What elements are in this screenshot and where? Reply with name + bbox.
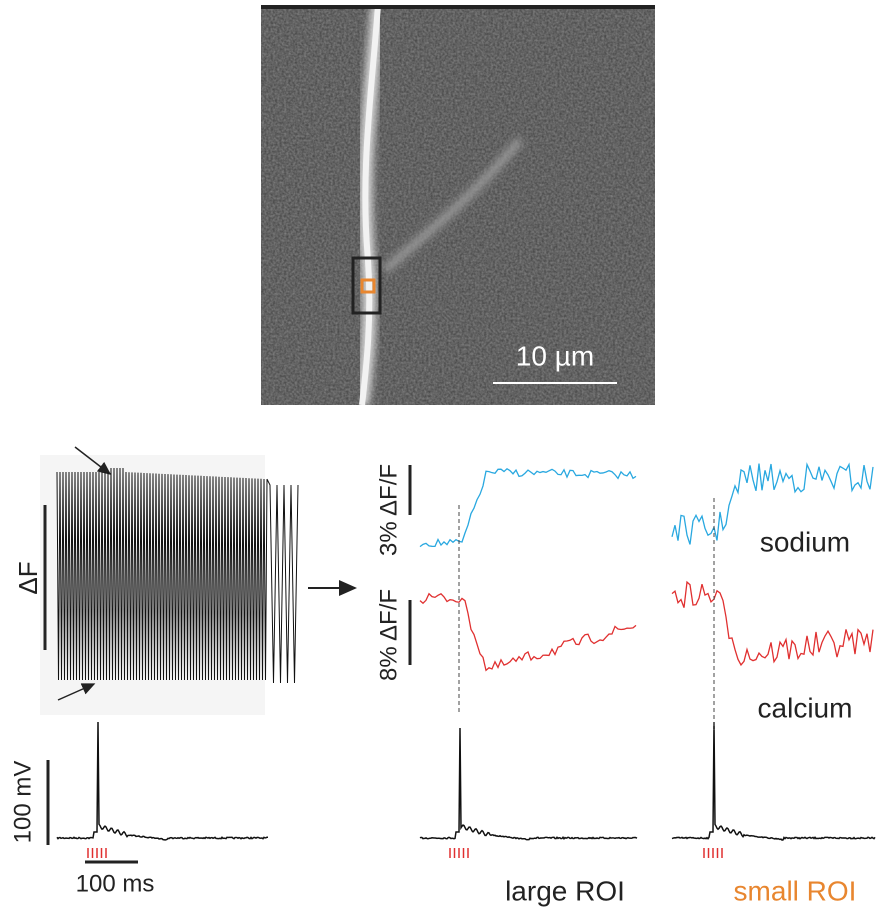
axis-label: 3% ΔF/F (375, 464, 402, 556)
trace (419, 727, 638, 841)
arrow (74, 446, 112, 475)
axis-label: 8% ΔF/F (375, 589, 402, 681)
scale-bar-label: 10 µm (516, 340, 594, 371)
microscope-image: 10 µm (261, 5, 655, 405)
trace (671, 462, 874, 545)
trace-label: sodium (760, 526, 850, 557)
roi-label: small ROI (734, 875, 857, 906)
arrow (57, 683, 96, 701)
traces (56, 462, 876, 858)
axis-label: ΔF (13, 561, 43, 594)
axis-label: 100 ms (76, 870, 155, 897)
axis-label: 100 mV (9, 761, 36, 844)
trace (419, 467, 637, 548)
large-roi-box (351, 256, 382, 315)
trace (56, 721, 269, 841)
trace (419, 592, 637, 672)
small-roi-box (360, 278, 376, 294)
trace (56, 467, 299, 684)
roi-label: large ROI (505, 875, 625, 906)
trace (671, 580, 874, 667)
trace-label: calcium (758, 692, 853, 723)
trace (671, 721, 876, 841)
